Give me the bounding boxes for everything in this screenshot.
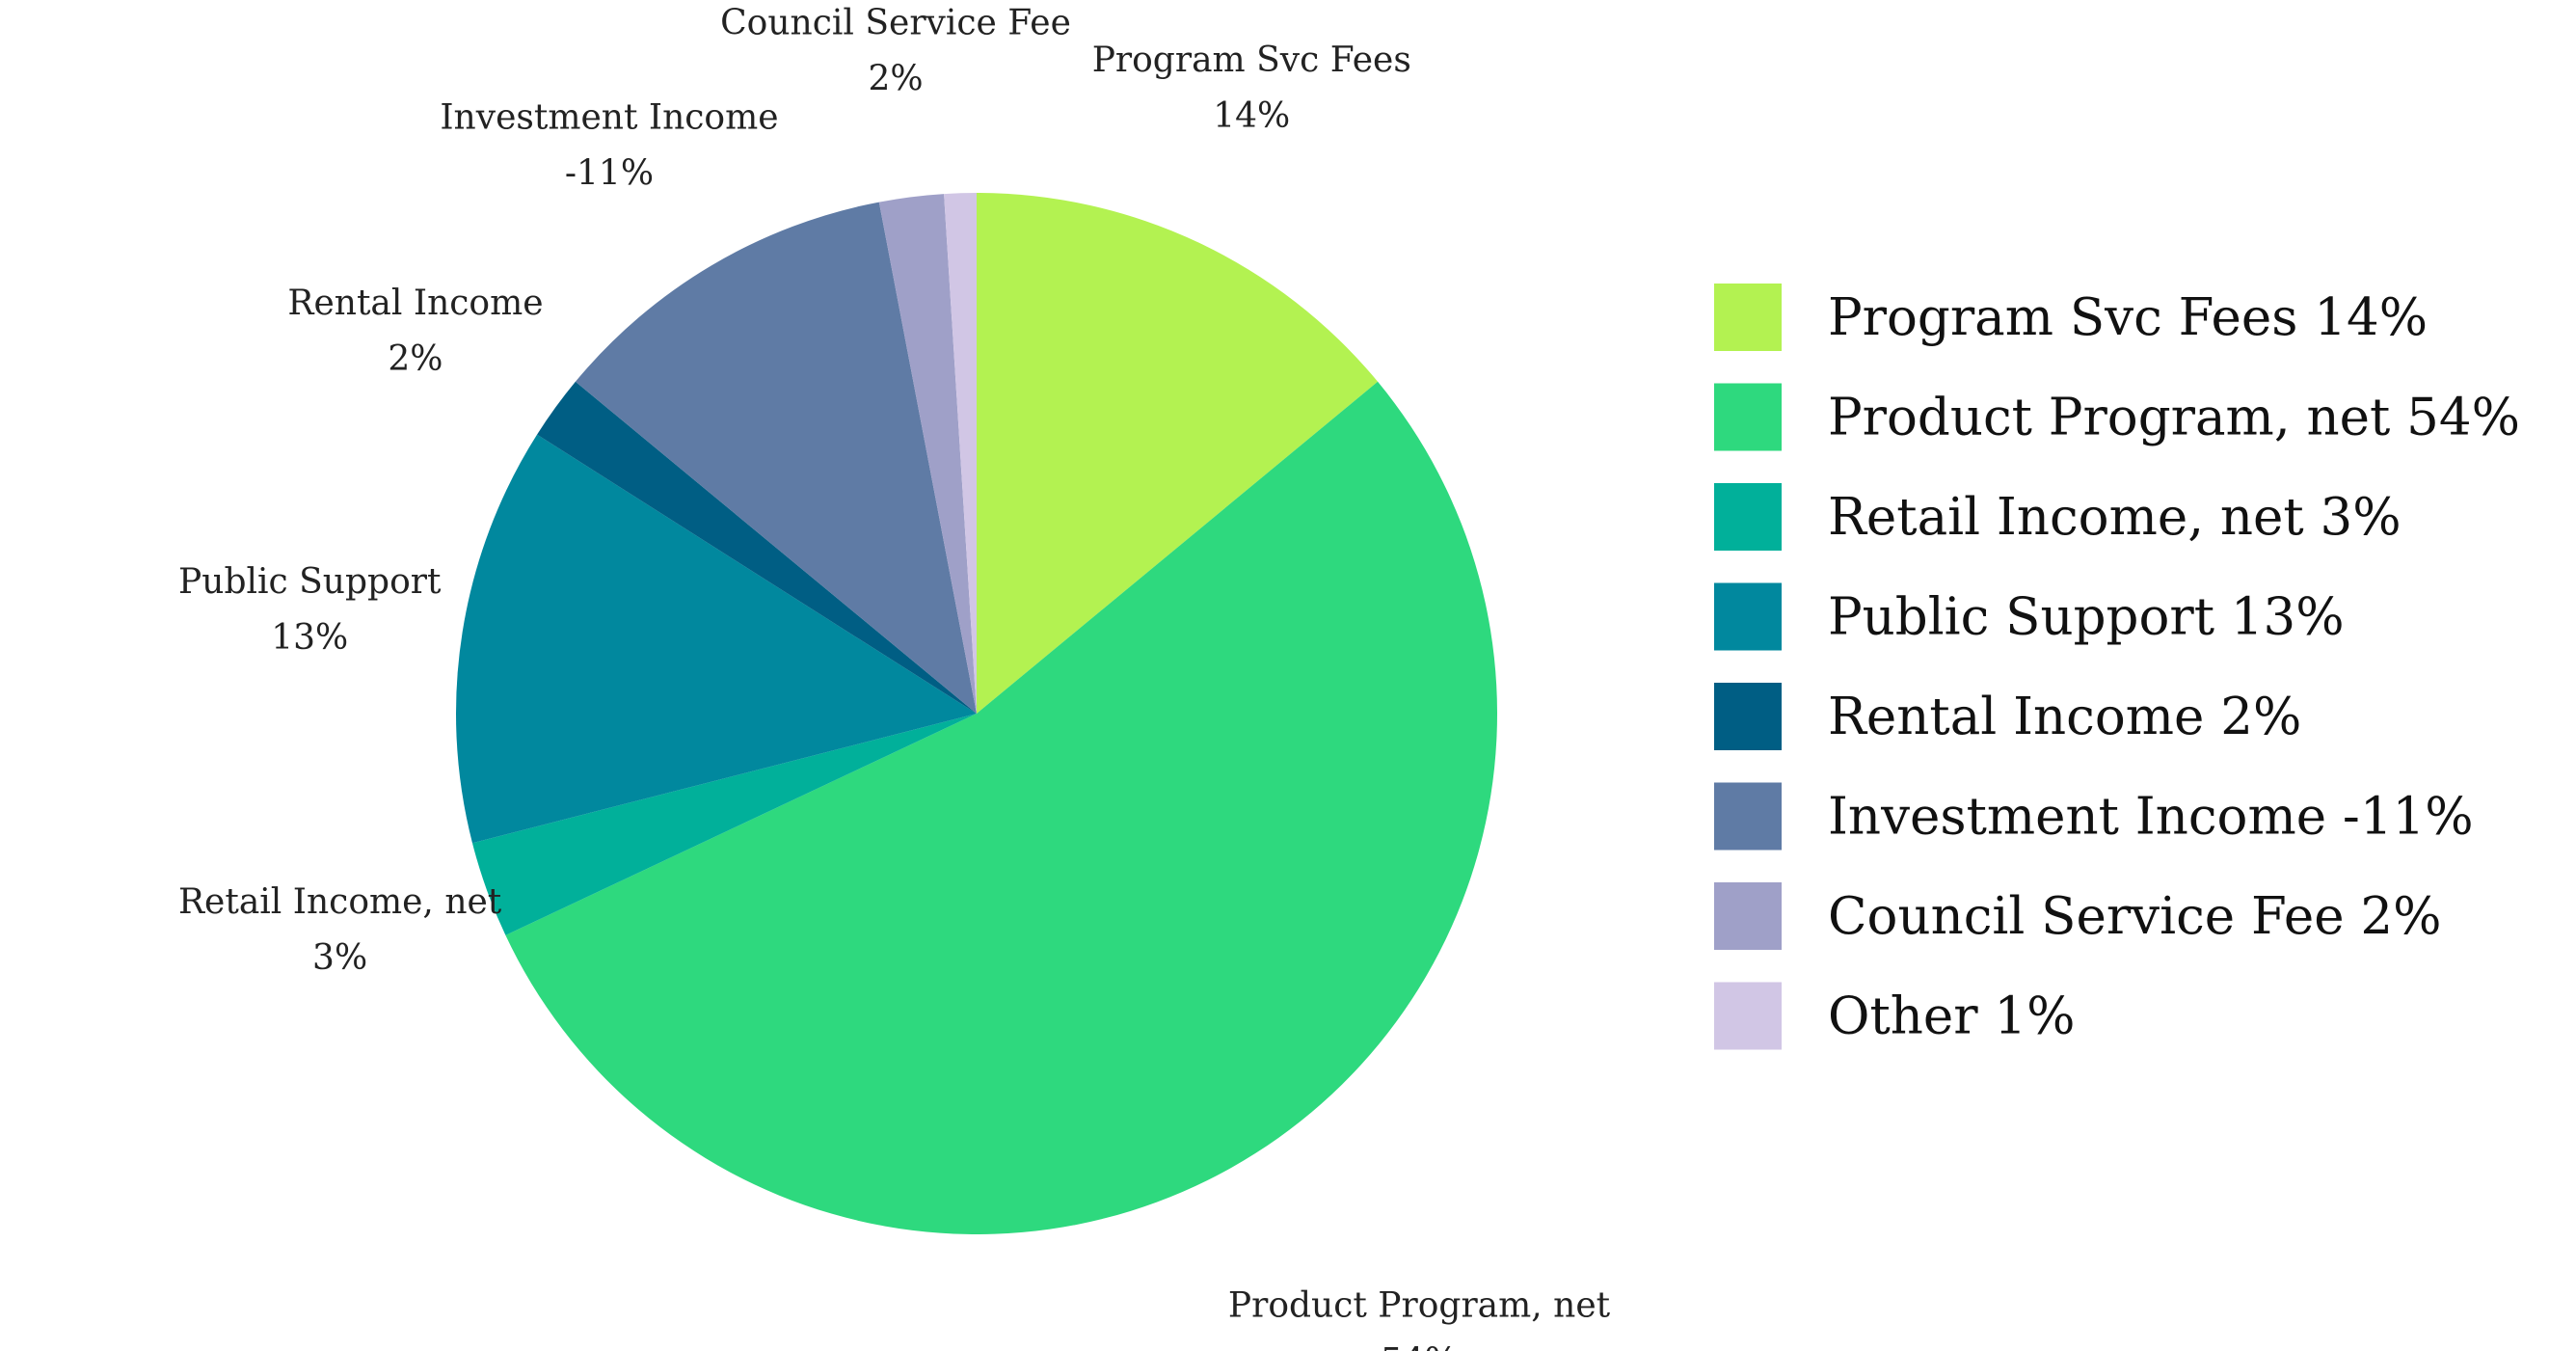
slice-label-value: 2%	[868, 59, 923, 98]
slice-label-name: Retail Income, net	[178, 882, 502, 922]
slice-label-value: 3%	[312, 938, 367, 978]
pie-slices	[456, 193, 1498, 1235]
slice-label: Retail Income, net 3%	[178, 882, 502, 978]
pie-slice-public-support	[456, 434, 978, 844]
legend-label: Investment Income -11%	[1828, 788, 2474, 847]
slice-label: Rental Income 2%	[287, 284, 543, 379]
legend-swatch	[1714, 284, 1782, 351]
pie-slice-investment-income	[575, 202, 977, 714]
slice-label-value: 14%	[1213, 96, 1290, 136]
legend-swatch	[1714, 882, 1782, 950]
legend-swatch	[1714, 383, 1782, 451]
pie-labels: Program Svc Fees 14% Product Program, net 5…	[178, 3, 1611, 1351]
slice-label-value: 54%	[1381, 1342, 1458, 1351]
legend: Program Svc Fees 14% Product Program, net…	[1714, 284, 2520, 1050]
slice-label: Product Program, net 54%	[1228, 1286, 1611, 1351]
slice-label-value: 2%	[388, 339, 443, 379]
legend-swatch	[1714, 582, 1782, 651]
legend-label: Product Program, net 54%	[1828, 389, 2520, 447]
pie-slice-program-svc-fees	[977, 193, 1379, 714]
pie-slice-rental-income	[537, 381, 977, 714]
legend-label: Other 1%	[1828, 987, 2076, 1046]
legend-label: Program Svc Fees 14%	[1828, 288, 2428, 347]
legend-swatch	[1714, 683, 1782, 750]
legend-label: Council Service Fee 2%	[1828, 887, 2442, 946]
pie-slice-retail-income-net	[471, 714, 977, 935]
pie-slice-council-service-fee	[878, 194, 977, 715]
slice-label: Public Support 13%	[178, 562, 442, 658]
pie-slice-product-program-net	[505, 381, 1498, 1235]
slice-label-name: Program Svc Fees	[1092, 41, 1411, 80]
legend-label: Retail Income, net 3%	[1828, 488, 2402, 547]
slice-label-name: Council Service Fee	[720, 3, 1071, 42]
slice-label-name: Investment Income	[440, 97, 778, 137]
slice-label: Council Service Fee 2%	[720, 3, 1071, 98]
legend-swatch	[1714, 483, 1782, 551]
slice-label-name: Product Program, net	[1228, 1286, 1611, 1326]
slice-label-value: -11%	[565, 153, 654, 193]
slice-label: Program Svc Fees 14%	[1092, 41, 1411, 136]
slice-label-value: 13%	[271, 618, 348, 658]
pie-slice-other	[944, 193, 977, 714]
slice-label-name: Public Support	[178, 562, 442, 602]
legend-swatch	[1714, 782, 1782, 851]
legend-label: Rental Income 2%	[1828, 688, 2301, 746]
slice-label: Investment Income -11%	[440, 97, 778, 193]
legend-label: Public Support 13%	[1828, 588, 2345, 647]
slice-label-name: Rental Income	[287, 284, 543, 323]
legend-swatch	[1714, 982, 1782, 1050]
